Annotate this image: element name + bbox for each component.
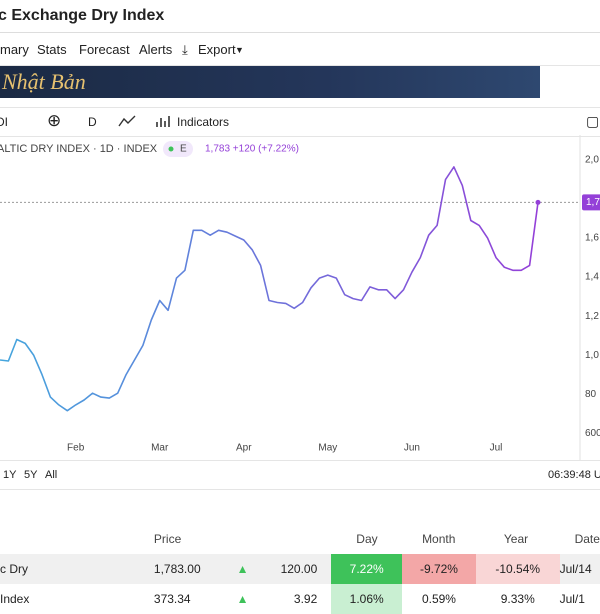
export-icon[interactable]: ⤓ [182, 42, 188, 57]
interval[interactable]: D [88, 115, 97, 129]
price-line [0, 166, 539, 412]
cell: 0.59% [421, 592, 456, 606]
range-button[interactable]: 1Y [3, 469, 17, 481]
nav-bar: mary Stats Forecast Alerts ⤓ Export ▼ [0, 33, 600, 66]
cell: Jul/1 [559, 592, 585, 606]
col-header: Month [422, 532, 456, 546]
nav-tab[interactable]: mary [0, 42, 29, 57]
cell: 1.06% [331, 584, 403, 614]
y-tick-label: 600 [585, 428, 600, 439]
up-arrow: ▲ [236, 562, 249, 576]
col-header: Year [503, 532, 529, 546]
dropdown-caret: ▼ [235, 45, 244, 55]
y-tick-label: 1,0 [585, 350, 599, 361]
x-tick-label: Mar [151, 443, 169, 454]
quote: 1,783 +120 (+7.22%) [205, 144, 299, 155]
x-tick-label: Jun [404, 443, 420, 454]
table-row[interactable]: Index 373.34 ▲ 3.92 1.06% 0.59% 9.33% Ju… [0, 584, 600, 614]
last-value-tag [582, 194, 600, 211]
nav-tab[interactable]: Stats [37, 42, 67, 57]
chart: ALTIC DRY INDEX · 1D · INDEX E 1,783 +12… [0, 135, 600, 460]
chart-toolbar: DI ⊕ D Indicators ▢ [0, 107, 600, 137]
range-button[interactable]: All [45, 469, 58, 481]
y-tick-label: 2,0 [585, 155, 599, 166]
x-tick-label: Apr [236, 443, 252, 454]
range-button[interactable]: 5Y [24, 469, 38, 481]
nav-tab[interactable]: Export [198, 42, 236, 57]
indicators-button[interactable]: Indicators [177, 115, 230, 129]
cell: Jul/14 [559, 562, 592, 576]
cell: 3.92 [293, 592, 318, 606]
line-type-icon[interactable] [118, 114, 136, 128]
status-dot [168, 146, 174, 152]
x-tick-label: Feb [67, 443, 85, 454]
cell: 7.22% [331, 554, 403, 584]
x-tick-label: May [318, 443, 337, 454]
range-bar: 1Y 5Y All 06:39:48 U [0, 460, 600, 490]
banner-text: Nhật Bản [2, 69, 86, 94]
col-header: Date [574, 532, 600, 546]
add-icon[interactable]: ⊕ [47, 111, 62, 130]
page-title: c Exchange Dry Index [0, 7, 165, 24]
clock: 06:39:48 U [548, 469, 600, 481]
cell: 120.00 [280, 562, 318, 576]
y-tick-label: 80 [585, 389, 597, 400]
cell: -10.54% [475, 554, 560, 584]
up-arrow: ▲ [236, 592, 249, 606]
cell: Index [0, 592, 30, 606]
symbol[interactable]: DI [0, 115, 8, 129]
cell: 9.33% [500, 592, 535, 606]
last-value-label: 1,7 [586, 197, 600, 208]
nav-tab[interactable]: Forecast [79, 42, 130, 57]
quote-table: Price Day Month Year Date c Dry 1,783.00… [0, 524, 600, 614]
badge-bg [163, 141, 193, 157]
toolbar-icon[interactable]: ▢ [586, 113, 600, 129]
col-header: Day [356, 532, 378, 546]
badge: E [180, 144, 187, 155]
header: c Exchange Dry Index [0, 0, 600, 33]
cell: c Dry [0, 562, 28, 576]
nav-tab[interactable]: Alerts [139, 42, 173, 57]
last-point [535, 199, 541, 205]
table-row[interactable]: c Dry 1,783.00 ▲ 120.00 7.22% -9.72% -10… [0, 554, 600, 584]
x-tick-label: Jul [490, 443, 503, 454]
col-header: Price [153, 532, 182, 546]
y-tick-label: 1,6 [585, 233, 599, 244]
ad-banner[interactable]: Nhật Bản [0, 66, 540, 98]
cell: -9.72% [402, 554, 476, 584]
cell: 1,783.00 [153, 562, 201, 576]
table-header: Price Day Month Year Date [0, 524, 600, 554]
y-tick-label: 1,4 [585, 272, 599, 283]
cell: 373.34 [153, 592, 191, 606]
chart-title: ALTIC DRY INDEX · 1D · INDEX [0, 143, 158, 155]
y-tick-label: 1,2 [585, 311, 599, 322]
indicators-icon[interactable] [155, 114, 171, 128]
